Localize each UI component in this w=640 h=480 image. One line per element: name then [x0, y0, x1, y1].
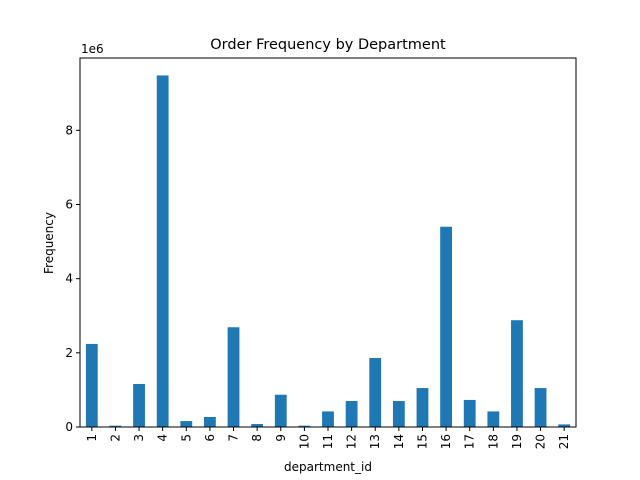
- x-tick-label: 6: [203, 434, 217, 442]
- x-tick-label: 13: [368, 434, 382, 449]
- bar-17: [463, 399, 476, 427]
- x-tick-label: 5: [179, 434, 193, 442]
- bar-6: [204, 416, 216, 427]
- chart-title: Order Frequency by Department: [210, 37, 446, 53]
- x-tick-label: 21: [557, 434, 571, 449]
- x-tick-label: 4: [156, 434, 170, 442]
- y-tick-label: 2: [65, 346, 73, 360]
- x-axis-label: department_id: [284, 460, 372, 474]
- x-axis: 1 2 3 4 5 6 7 8 9 10 11 12 13 14 15 16 17 18 19 20 21: [85, 427, 571, 449]
- x-tick-label: 14: [392, 434, 406, 449]
- bar-13: [369, 358, 382, 427]
- bar-21: [558, 424, 571, 427]
- y-axis-offset-label: 1e6: [81, 42, 104, 56]
- bar-19: [511, 320, 523, 427]
- x-tick-label: 18: [486, 434, 500, 449]
- x-tick-label: 19: [510, 434, 524, 449]
- y-tick-label: 4: [65, 272, 73, 286]
- x-tick-label: 15: [415, 434, 429, 449]
- x-tick-label: 1: [85, 434, 99, 442]
- bar-4: [156, 75, 169, 428]
- bar-16: [440, 226, 452, 427]
- x-tick-label: 17: [463, 434, 477, 449]
- bar-5: [180, 421, 193, 427]
- bar-11: [322, 411, 334, 427]
- x-tick-label: 16: [439, 434, 453, 449]
- x-tick-label: 8: [250, 434, 264, 442]
- bar-1: [85, 343, 98, 427]
- y-tick-label: 8: [65, 123, 73, 137]
- bar-12: [345, 401, 358, 427]
- plot-frame: [79, 57, 577, 428]
- x-tick-label: 20: [534, 434, 548, 449]
- bar-15: [416, 388, 429, 427]
- x-tick-label: 3: [132, 434, 146, 442]
- bars-layer: [85, 75, 571, 428]
- bar-3: [133, 383, 145, 427]
- bar-14: [392, 401, 405, 427]
- x-tick-label: 11: [321, 434, 335, 449]
- bar-7: [227, 327, 240, 427]
- y-axis-label: Frequency: [42, 212, 56, 274]
- y-tick-label: 0: [65, 420, 73, 434]
- x-tick-label: 2: [108, 434, 122, 442]
- x-tick-label: 7: [227, 434, 241, 442]
- bar-8: [251, 424, 264, 427]
- bar-10: [298, 425, 311, 427]
- y-axis: 0 2 4 6 8: [65, 123, 80, 434]
- bar-18: [487, 411, 500, 427]
- y-tick-label: 6: [65, 197, 73, 211]
- x-tick-label: 12: [345, 434, 359, 449]
- x-tick-label: 10: [297, 434, 311, 449]
- bar-2: [109, 425, 122, 427]
- x-tick-label: 9: [274, 434, 288, 442]
- bar-9: [274, 394, 287, 427]
- bar-20: [534, 388, 547, 427]
